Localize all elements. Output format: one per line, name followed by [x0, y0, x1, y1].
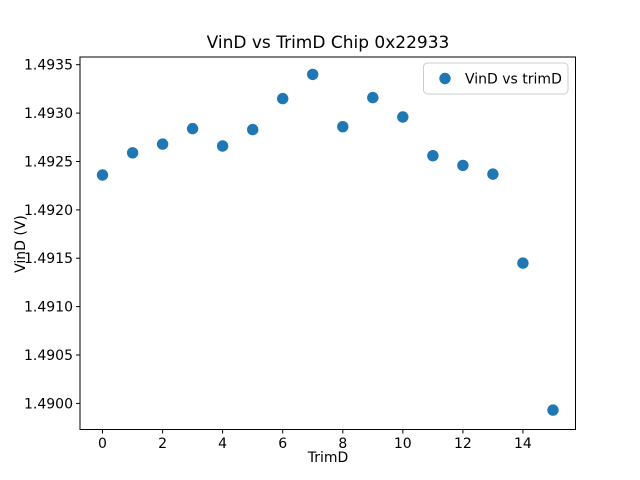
y-tick-label: 1.4900	[24, 396, 73, 412]
x-tick-label: 2	[158, 436, 167, 452]
data-point	[547, 404, 559, 416]
data-point	[126, 147, 139, 159]
data-point	[247, 123, 259, 136]
legend: VinD vs trimD	[423, 62, 569, 95]
y-axis-label: VinD (V)	[13, 215, 29, 273]
x-tick-label: 4	[218, 436, 227, 452]
x-axis-ticks: 0 2 4 6 8 10 12 14	[98, 429, 532, 452]
data-point	[216, 140, 229, 152]
plot-title: VinD vs TrimD Chip 0x22933	[207, 33, 450, 53]
y-tick-label: 1.4905	[24, 348, 73, 364]
legend-label: VinD vs trimD	[465, 72, 562, 88]
plot-border	[79, 56, 576, 430]
data-point	[156, 138, 169, 150]
x-tick-label: 8	[338, 436, 347, 452]
data-point	[457, 159, 469, 172]
y-tick-label: 1.4915	[24, 251, 73, 267]
y-tick-label: 1.4935	[24, 58, 73, 74]
x-tick-label: 6	[278, 436, 287, 452]
x-tick-label: 14	[514, 436, 532, 452]
y-tick-label: 1.4910	[24, 300, 73, 316]
y-tick-label: 1.4930	[24, 106, 73, 122]
data-points	[96, 68, 559, 416]
x-tick-label: 10	[394, 436, 412, 452]
data-point	[427, 150, 439, 162]
x-tick-label: 12	[454, 436, 472, 452]
data-point	[367, 91, 379, 104]
legend-box	[423, 62, 569, 95]
y-tick-label: 1.4920	[24, 203, 73, 219]
data-point	[517, 257, 529, 269]
data-point	[307, 68, 319, 81]
legend-marker-icon	[439, 72, 451, 85]
y-tick-label: 1.4925	[24, 155, 73, 171]
data-point	[186, 122, 199, 135]
x-tick-label: 0	[98, 436, 107, 452]
data-point	[487, 168, 499, 180]
data-point	[277, 92, 289, 105]
data-point	[397, 111, 409, 123]
data-point	[337, 121, 349, 133]
data-point	[96, 169, 109, 181]
y-axis-ticks: 1.4900 1.4905 1.4910 1.4915 1.4920 1.4925 1.49…	[24, 58, 80, 412]
x-axis-label: TrimD	[307, 450, 349, 466]
